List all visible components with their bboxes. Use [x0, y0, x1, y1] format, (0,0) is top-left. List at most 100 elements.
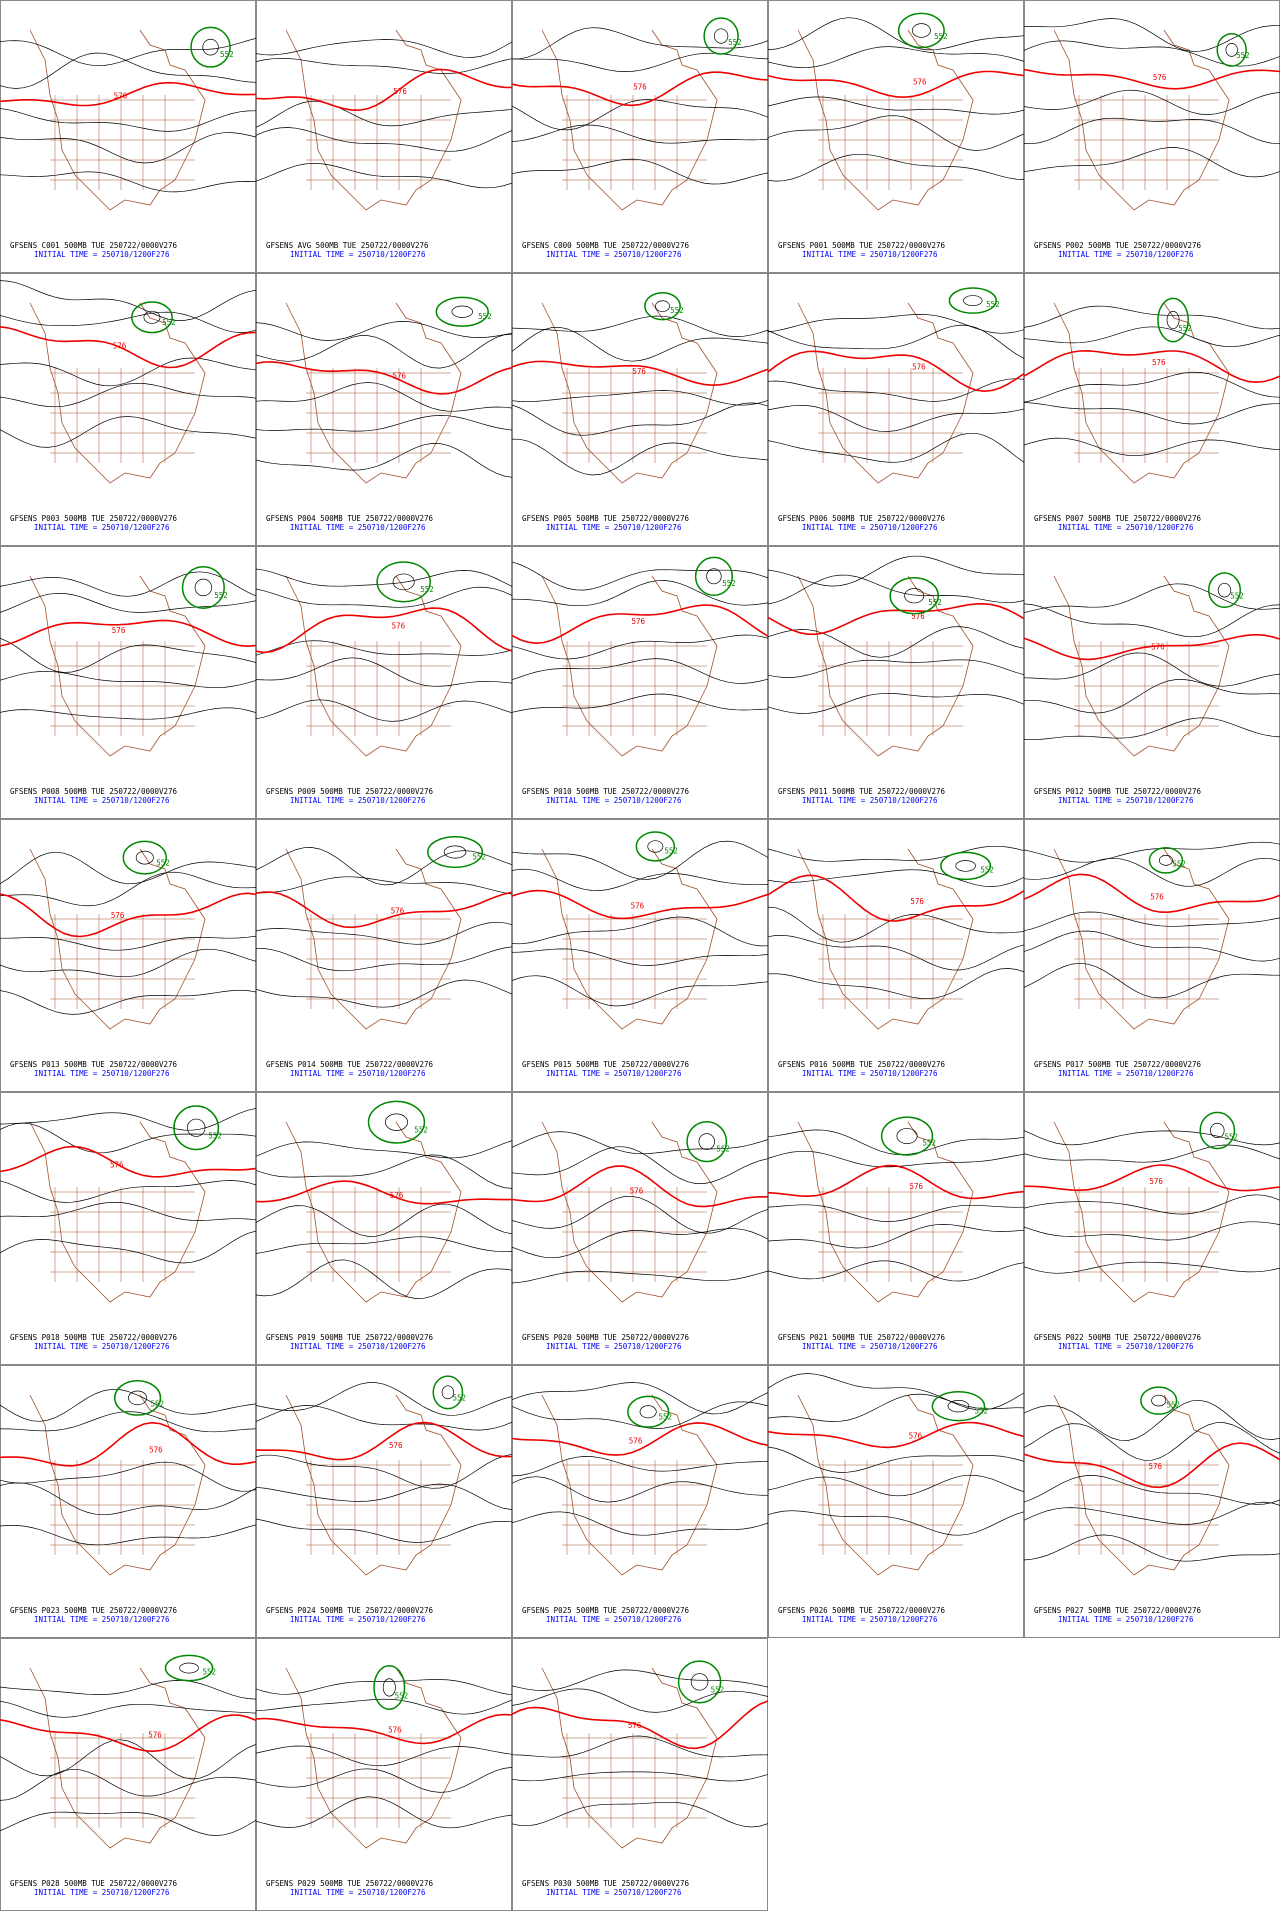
map: 576 552 GFSENS P016 500MB TUE 250722/0000V…	[767, 819, 1025, 1092]
panel-init-time: INITIAL TIME = 250710/1200F276	[546, 523, 682, 532]
contour-label: 552	[711, 1685, 725, 1694]
contour-label: 576	[912, 362, 926, 371]
height-contour	[767, 1224, 1025, 1249]
height-contour	[767, 692, 1025, 714]
height-contour	[767, 17, 1025, 51]
contour-552	[897, 12, 945, 49]
panel-init-time: INITIAL TIME = 250710/1200F276	[34, 1069, 170, 1078]
contour-576	[0, 1714, 257, 1753]
height-contour	[511, 438, 769, 476]
contour-552	[376, 561, 431, 603]
panel-init-time: INITIAL TIME = 250710/1200F276	[34, 250, 170, 259]
map-panel: 576 552 GFSENS P022 500MB TUE 250722/0000V…	[1023, 1092, 1280, 1365]
map-panel: 576 552 GFSENS P001 500MB TUE 250722/0000V…	[767, 0, 1025, 273]
contour-label: 576	[1150, 892, 1164, 901]
height-contour	[767, 906, 1025, 943]
contour-label: 552	[162, 318, 176, 327]
height-contour	[1023, 911, 1280, 932]
height-contour	[255, 443, 513, 478]
height-contour	[511, 1456, 769, 1477]
height-contour	[511, 27, 769, 60]
contour-label: 576	[114, 92, 128, 101]
panel-init-time: INITIAL TIME = 250710/1200F276	[802, 796, 938, 805]
map-panel: 576 552 GFSENS C001 500MB TUE 250722/0000V…	[0, 0, 257, 273]
coastline	[797, 1394, 974, 1576]
height-contour	[255, 1698, 513, 1715]
contour-label: 576	[148, 1730, 162, 1739]
height-contour	[255, 921, 513, 945]
map-panel: 576 552 GFSENS P016 500MB TUE 250722/0000V…	[767, 819, 1025, 1092]
contour-552	[644, 291, 681, 321]
contour-576	[1023, 1442, 1280, 1489]
coastline	[29, 302, 206, 484]
height-contour	[0, 1811, 257, 1836]
height-contour	[255, 1483, 513, 1510]
contour-576	[511, 1422, 769, 1456]
height-contour	[1024, 679, 1280, 714]
map-panel: 576 552 GFSENS P015 500MB TUE 250722/0000V…	[511, 819, 769, 1092]
height-contour	[255, 1518, 513, 1543]
map: 576 552 GFSENS P018 500MB TUE 250722/0000V…	[0, 1092, 257, 1365]
contour-576	[767, 1164, 1025, 1200]
contour-label: 552	[472, 853, 486, 862]
low-center	[128, 1390, 148, 1406]
height-contour	[511, 1382, 769, 1415]
coastline	[541, 848, 718, 1030]
panel-border	[256, 1092, 512, 1365]
contour-label: 552	[986, 300, 1000, 309]
map: 576 552 GFSENS P025 500MB TUE 250722/0000V…	[511, 1365, 769, 1638]
contour-552	[131, 301, 173, 334]
height-contour	[511, 390, 769, 406]
contour-label: 576	[1153, 73, 1167, 82]
contour-552	[931, 1390, 986, 1422]
contour-label: 552	[658, 1412, 672, 1421]
coastline	[541, 1121, 718, 1303]
panel-title: GFSENS P015 500MB TUE 250722/0000V276	[522, 1060, 690, 1069]
height-contour	[511, 1228, 769, 1259]
height-contour	[767, 934, 1025, 971]
contour-552	[435, 296, 489, 327]
panel-title: GFSENS P008 500MB TUE 250722/0000V276	[10, 787, 178, 796]
map: 576 552 GFSENS P030 500MB TUE 250722/0000V…	[511, 1638, 769, 1911]
coastline	[29, 29, 206, 211]
height-contour	[511, 840, 769, 880]
panel-title: GFSENS P013 500MB TUE 250722/0000V276	[10, 1060, 178, 1069]
height-contour	[255, 1259, 513, 1299]
panel-init-time: INITIAL TIME = 250710/1200F276	[802, 523, 938, 532]
low-center	[1210, 1122, 1225, 1139]
contour-label: 576	[910, 897, 924, 906]
height-contour	[511, 1511, 769, 1536]
coastline	[29, 1121, 206, 1303]
height-contour	[0, 1388, 257, 1422]
height-contour	[1023, 402, 1280, 425]
panel-border	[768, 1365, 1024, 1638]
coastline	[285, 1667, 462, 1849]
contour-label: 552	[1230, 592, 1244, 601]
contour-label: 552	[156, 859, 170, 868]
height-contour	[1023, 305, 1280, 330]
contour-label: 552	[208, 1132, 222, 1141]
map-panel: 576 552 GFSENS P007 500MB TUE 250722/0000V…	[1023, 273, 1280, 546]
low-center	[382, 1678, 396, 1697]
contour-576	[255, 607, 513, 654]
low-center	[1151, 1394, 1167, 1407]
height-contour	[0, 637, 257, 673]
contour-label: 552	[1167, 1400, 1181, 1409]
height-contour	[0, 935, 257, 951]
height-contour	[1023, 326, 1280, 348]
panel-title: GFSENS P016 500MB TUE 250722/0000V276	[778, 1060, 946, 1069]
height-contour	[767, 1446, 1025, 1473]
map-panel: 576 552 GFSENS P021 500MB TUE 250722/0000V…	[767, 1092, 1025, 1365]
height-contour	[511, 1401, 769, 1429]
coastline	[541, 575, 718, 757]
contour-label: 576	[629, 1436, 643, 1445]
height-contour	[767, 845, 1025, 862]
contour-label: 576	[390, 1191, 404, 1200]
panel-init-time: INITIAL TIME = 250710/1200F276	[290, 523, 426, 532]
contour-552	[694, 556, 733, 597]
height-contour	[0, 1524, 257, 1546]
low-center	[441, 1385, 455, 1400]
height-contour	[767, 1393, 1025, 1422]
height-contour	[511, 1270, 769, 1284]
